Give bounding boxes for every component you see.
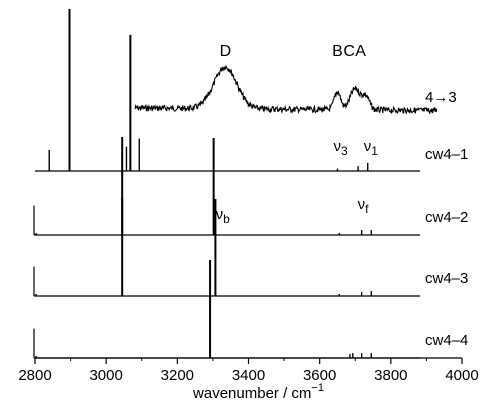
x-tick-label: 2800 [18,367,51,384]
x-tick-label: 3400 [232,367,265,384]
band-label-1: ν1 [364,138,379,158]
experimental-spectrum: D B C A 4→3 [134,43,457,115]
stick-spectra: cw4–1 ν3 ν1 cw4–2 νb νf cw4–3 cw4–4 [33,9,468,359]
peak-label-d: D [220,43,232,60]
band-label-b: νb [216,206,231,226]
peak-label-c: C [343,43,355,60]
panel-4: cw4–4 [33,260,468,359]
x-axis-title-text: wavenumber / cm [192,385,311,402]
x-tick-label: 3200 [161,367,194,384]
panel-label-3: cw4–3 [425,270,468,287]
x-tick-label: 4000 [445,367,478,384]
panel-3: cw4–3 [33,198,468,297]
x-axis-title-exponent: −1 [311,382,324,394]
band-label-3: ν3 [333,138,348,158]
experimental-trace [134,65,438,115]
panel-1: cw4–1 ν3 ν1 [35,9,468,172]
peak-label-b: B [332,43,343,60]
panel-label-1: cw4–1 [425,146,468,163]
panel-label-4: cw4–4 [425,332,468,349]
panel-label-2: cw4–2 [425,209,468,226]
peak-label-a: A [355,43,366,60]
x-axis-title: wavenumber / cm−1 [192,382,324,402]
panel-2: cw4–2 νb νf [33,137,468,236]
band-label-f: νf [358,196,370,216]
x-tick-label: 3600 [303,367,336,384]
x-tick-label: 3800 [374,367,407,384]
x-ticks: 2800 3000 3200 3400 3600 3800 4000 [18,358,479,384]
panel-label-experimental: 4→3 [425,89,457,106]
x-tick-label: 3000 [89,367,122,384]
